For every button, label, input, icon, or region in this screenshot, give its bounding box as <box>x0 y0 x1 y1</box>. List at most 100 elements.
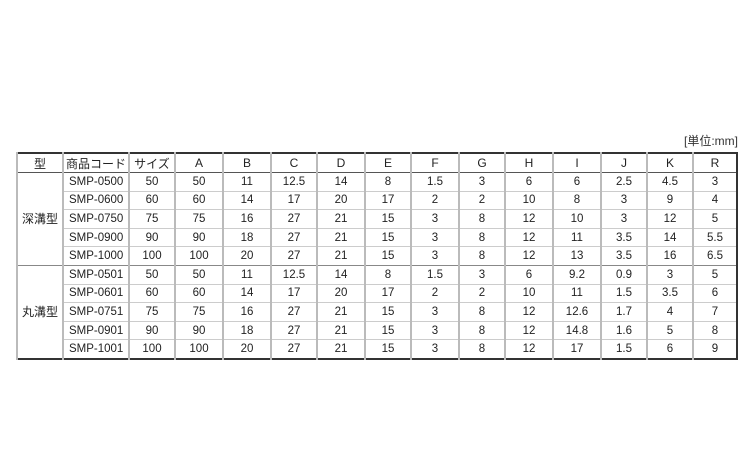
table-cell: 15 <box>364 246 411 266</box>
table-cell: 21 <box>316 320 365 340</box>
table-cell: 1.5 <box>600 339 647 359</box>
table-cell: 14 <box>316 264 365 285</box>
table-cell: 12 <box>504 209 553 229</box>
table-cell: 21 <box>316 339 365 359</box>
table-cell: 12.6 <box>552 302 601 322</box>
table-cell: 3 <box>600 209 647 229</box>
table-cell: 15 <box>364 227 411 247</box>
table-cell: 3.5 <box>600 246 647 266</box>
table-row: 深溝型 SMP-0500 50 50 11 12.5 14 8 1.5 3 6 6 2.5 4.5 3 <box>16 172 737 266</box>
table-cell: 15 <box>364 209 411 229</box>
table-cell: 12 <box>504 320 553 340</box>
table-row: SMP-0601 60 60 14 17 20 17 2 2 10 11 1.5 3.5 6 <box>17 283 737 303</box>
table-cell: 3 <box>410 302 459 322</box>
table-cell: 50 <box>174 264 223 285</box>
table-cell: 10 <box>552 209 601 229</box>
table-cell: 11 <box>222 172 271 192</box>
table-cell: 1.5 <box>410 172 459 192</box>
table-cell: 27 <box>270 302 317 322</box>
column-header: R <box>692 152 737 173</box>
table-cell: 11 <box>552 227 601 247</box>
table-cell: 18 <box>222 227 271 247</box>
product-code: SMP-0901 <box>62 320 129 340</box>
table-row: SMP-0600 60 60 14 17 20 17 2 2 10 8 3 9 4 <box>17 190 737 210</box>
table-cell: 0.9 <box>600 264 647 285</box>
table-row: SMP-0750 75 75 16 27 21 15 3 8 12 10 3 12 5 <box>17 209 737 229</box>
table-cell: 8 <box>458 209 505 229</box>
table-cell: 2 <box>410 283 459 303</box>
table-cell: 9 <box>646 190 693 210</box>
table-cell: 12 <box>504 339 553 359</box>
table-row: SMP-1001 100 100 20 27 21 15 3 8 12 17 1.5 6 9 <box>17 339 737 359</box>
table-cell: 8 <box>458 339 505 359</box>
table-cell: 12 <box>646 209 693 229</box>
table-cell: 20 <box>222 339 271 359</box>
column-header: 商品コード <box>62 152 129 173</box>
table-cell: 1.7 <box>600 302 647 322</box>
table-cell: 3 <box>410 339 459 359</box>
table-cell: 12.5 <box>270 264 317 285</box>
table-cell: 17 <box>364 283 411 303</box>
table-cell: 100 <box>174 339 223 359</box>
table-cell: 8 <box>364 264 411 285</box>
table-cell: 9 <box>692 339 737 359</box>
table-cell: 3.5 <box>646 283 693 303</box>
table-cell: 16 <box>646 246 693 266</box>
product-code: SMP-0500 <box>62 172 129 192</box>
table-cell: 15 <box>364 302 411 322</box>
table-cell: 27 <box>270 320 317 340</box>
table-cell: 2 <box>458 190 505 210</box>
table-cell: 21 <box>316 302 365 322</box>
table-cell: 6 <box>552 172 601 192</box>
table-row: SMP-0900 90 90 18 27 21 15 3 8 12 11 3.5 14 5.5 <box>17 227 737 247</box>
table-cell: 27 <box>270 246 317 266</box>
table-cell: 2 <box>458 283 505 303</box>
table-cell: 14 <box>222 190 271 210</box>
table-cell: 90 <box>174 227 223 247</box>
table-cell: 27 <box>270 227 317 247</box>
product-code: SMP-0750 <box>62 209 129 229</box>
table-cell: 15 <box>364 320 411 340</box>
table-cell: 12 <box>504 302 553 322</box>
column-header: 型 <box>16 152 63 173</box>
product-code: SMP-0501 <box>62 264 129 285</box>
table-cell: 14 <box>316 172 365 192</box>
table-cell: 3 <box>600 190 647 210</box>
table-cell: 15 <box>364 339 411 359</box>
table-cell: 14 <box>646 227 693 247</box>
table-cell: 4.5 <box>646 172 693 192</box>
table-cell: 3 <box>692 172 737 192</box>
table-cell: 2.5 <box>600 172 647 192</box>
table-cell: 8 <box>458 302 505 322</box>
table-cell: 10 <box>504 190 553 210</box>
table-cell: 9.2 <box>552 264 601 285</box>
table-cell: 6 <box>692 283 737 303</box>
table-cell: 17 <box>364 190 411 210</box>
table-cell: 16 <box>222 302 271 322</box>
table-cell: 3 <box>410 320 459 340</box>
table-cell: 75 <box>174 302 223 322</box>
table-cell: 90 <box>128 227 175 247</box>
table-cell: 21 <box>316 209 365 229</box>
table-cell: 8 <box>458 246 505 266</box>
table-cell: 8 <box>364 172 411 192</box>
table-cell: 27 <box>270 209 317 229</box>
table-cell: 8 <box>458 227 505 247</box>
table-cell: 17 <box>552 339 601 359</box>
table-cell: 6 <box>646 339 693 359</box>
table-cell: 12 <box>504 246 553 266</box>
product-code: SMP-0601 <box>62 283 129 303</box>
group-label: 深溝型 <box>16 172 63 266</box>
table-row: SMP-0901 90 90 18 27 21 15 3 8 12 14.8 1.6 5 8 <box>17 320 737 340</box>
table-cell: 12.5 <box>270 172 317 192</box>
table-cell: 6.5 <box>692 246 737 266</box>
table-cell: 16 <box>222 209 271 229</box>
table-cell: 1.6 <box>600 320 647 340</box>
table-cell: 90 <box>128 320 175 340</box>
product-code: SMP-1001 <box>62 339 129 359</box>
product-code: SMP-1000 <box>62 246 129 266</box>
table-cell: 10 <box>504 283 553 303</box>
table-cell: 21 <box>316 246 365 266</box>
column-header: J <box>600 152 647 173</box>
table-cell: 3 <box>646 264 693 285</box>
